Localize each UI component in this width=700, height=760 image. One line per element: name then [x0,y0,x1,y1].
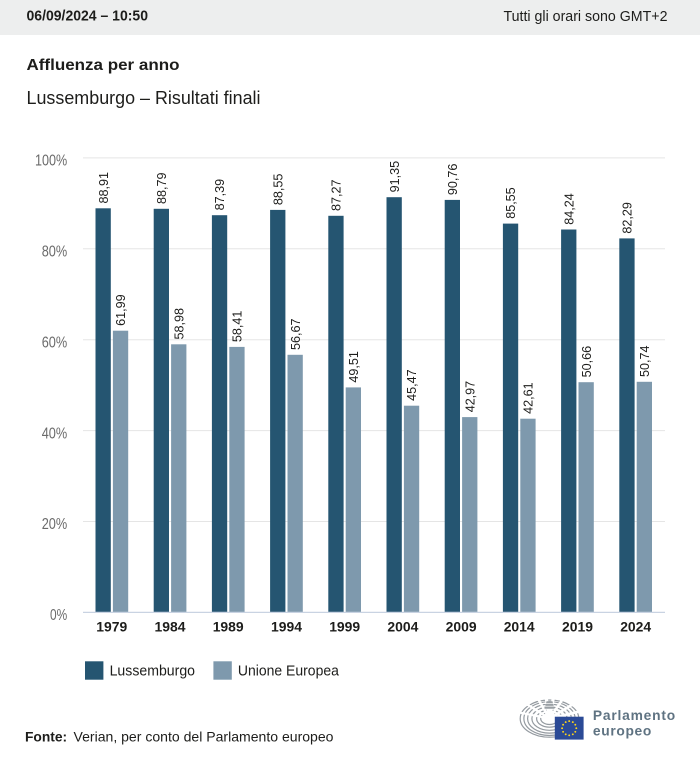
svg-text:88,91: 88,91 [96,172,111,204]
svg-text:49,51: 49,51 [346,351,361,383]
svg-text:85,55: 85,55 [503,187,518,219]
svg-text:40%: 40% [42,425,68,442]
svg-text:88,55: 88,55 [270,174,285,206]
svg-text:42,97: 42,97 [462,381,477,413]
svg-text:60%: 60% [42,334,68,351]
svg-text:Unione Europea: Unione Europea [238,664,340,680]
svg-text:45,47: 45,47 [404,369,419,401]
svg-text:50,66: 50,66 [579,346,594,378]
svg-text:100%: 100% [35,153,67,170]
svg-text:87,27: 87,27 [329,180,344,212]
svg-text:1984: 1984 [155,619,186,635]
svg-text:Affluenza per anno: Affluenza per anno [27,57,180,74]
svg-text:56,67: 56,67 [288,319,303,351]
svg-text:82,29: 82,29 [620,202,635,234]
svg-text:42,61: 42,61 [521,382,536,414]
svg-text:1979: 1979 [96,619,127,635]
svg-text:58,41: 58,41 [230,311,245,343]
svg-text:61,99: 61,99 [113,294,128,326]
svg-text:2024: 2024 [620,619,651,635]
svg-text:90,76: 90,76 [445,164,460,196]
svg-text:87,39: 87,39 [212,179,227,211]
svg-text:Parlamento: Parlamento [593,708,675,723]
svg-text:58,98: 58,98 [171,308,186,340]
svg-text:1994: 1994 [271,619,302,635]
svg-text:2004: 2004 [387,619,418,635]
svg-text:europeo: europeo [593,724,651,739]
svg-text:Lussemburgo – Risultati finali: Lussemburgo – Risultati finali [27,88,261,108]
svg-text:2014: 2014 [504,619,535,635]
svg-text:0%: 0% [50,607,67,624]
svg-text:1989: 1989 [213,619,244,635]
svg-text:84,24: 84,24 [561,193,576,225]
svg-text:80%: 80% [42,244,68,261]
svg-text:06/09/2024 – 10:50: 06/09/2024 – 10:50 [27,8,149,25]
svg-text:2019: 2019 [562,619,593,635]
svg-text:20%: 20% [42,516,68,533]
svg-text:Tutti gli orari sono GMT+2: Tutti gli orari sono GMT+2 [504,9,668,25]
svg-text:1999: 1999 [329,619,360,635]
svg-text:Verian, per conto del Parlamen: Verian, per conto del Parlamento europeo [74,730,334,745]
svg-text:50,74: 50,74 [637,346,652,378]
svg-text:Lussemburgo: Lussemburgo [110,664,195,680]
svg-text:Fonte:: Fonte: [25,730,67,745]
svg-text:88,79: 88,79 [154,173,169,205]
svg-text:2009: 2009 [446,619,477,635]
svg-text:91,35: 91,35 [387,161,402,193]
